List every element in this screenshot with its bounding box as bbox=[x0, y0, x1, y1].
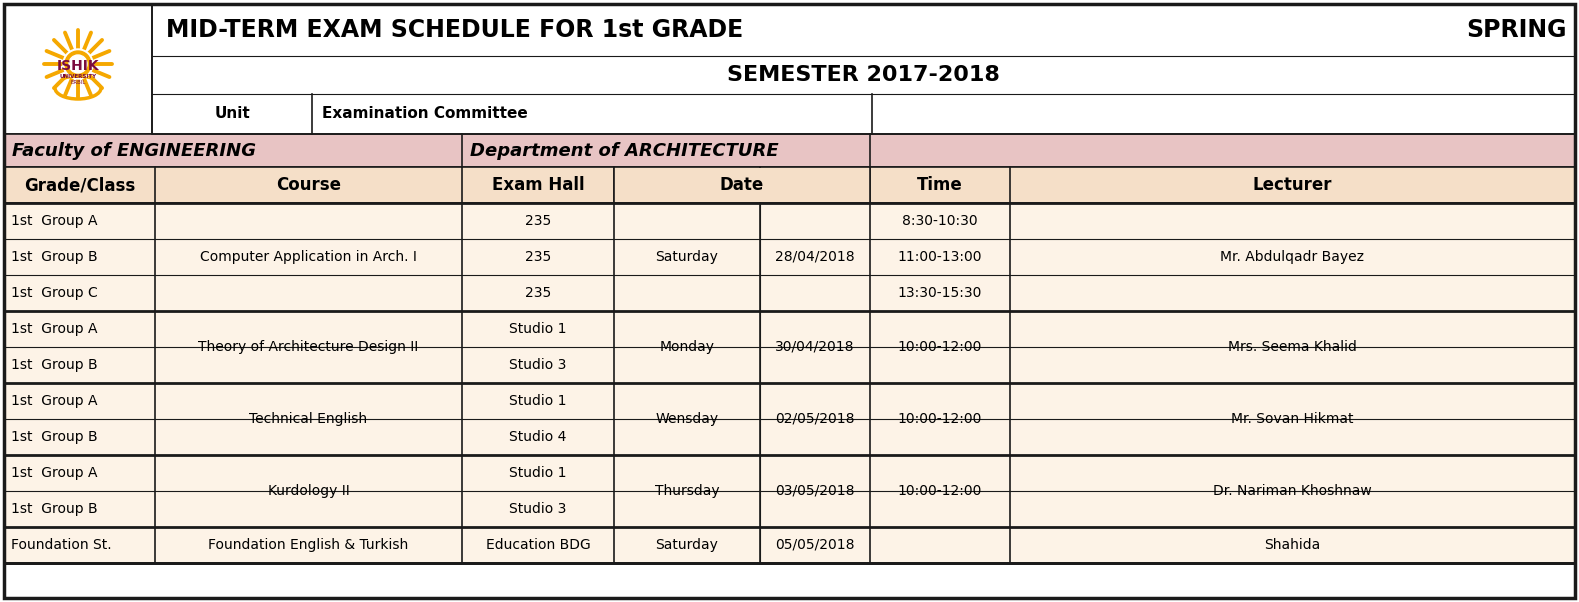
Text: 235: 235 bbox=[524, 214, 551, 228]
Text: 11:00-13:00: 11:00-13:00 bbox=[898, 250, 982, 264]
Text: ISHIK: ISHIK bbox=[57, 59, 99, 73]
Text: 10:00-12:00: 10:00-12:00 bbox=[898, 484, 982, 498]
Text: Examination Committee: Examination Committee bbox=[322, 107, 527, 122]
Text: 1st  Group B: 1st Group B bbox=[11, 250, 98, 264]
Bar bbox=[152, 4, 1574, 56]
Text: ERBIL: ERBIL bbox=[71, 81, 85, 85]
Text: 10:00-12:00: 10:00-12:00 bbox=[898, 340, 982, 354]
Text: Thursday: Thursday bbox=[655, 484, 720, 498]
Text: 1st  Group A: 1st Group A bbox=[11, 394, 98, 408]
Text: Theory of Architecture Design II: Theory of Architecture Design II bbox=[199, 340, 418, 354]
Circle shape bbox=[69, 55, 87, 73]
Text: Unit: Unit bbox=[215, 107, 249, 122]
Circle shape bbox=[65, 51, 92, 77]
Text: 1st  Group A: 1st Group A bbox=[11, 214, 98, 228]
Text: Studio 1: Studio 1 bbox=[510, 322, 567, 336]
Bar bbox=[5, 311, 1574, 347]
Text: Monday: Monday bbox=[660, 340, 715, 354]
Text: Faculty of ENGINEERING: Faculty of ENGINEERING bbox=[13, 141, 256, 160]
Bar bbox=[5, 275, 1574, 311]
Text: Studio 3: Studio 3 bbox=[510, 358, 567, 372]
Bar bbox=[5, 347, 1574, 383]
Bar bbox=[152, 94, 1574, 134]
Bar bbox=[5, 167, 1574, 203]
Text: UNIVERSITY: UNIVERSITY bbox=[60, 73, 96, 78]
Text: 02/05/2018: 02/05/2018 bbox=[775, 412, 854, 426]
Bar bbox=[5, 491, 1574, 527]
Bar bbox=[5, 203, 1574, 563]
Text: 28/04/2018: 28/04/2018 bbox=[775, 250, 854, 264]
Text: Computer Application in Arch. I: Computer Application in Arch. I bbox=[201, 250, 417, 264]
Text: Studio 3: Studio 3 bbox=[510, 502, 567, 516]
Text: Studio 4: Studio 4 bbox=[510, 430, 567, 444]
Text: Foundation St.: Foundation St. bbox=[11, 538, 112, 552]
Bar bbox=[5, 419, 1574, 455]
Text: Mr. Sovan Hikmat: Mr. Sovan Hikmat bbox=[1232, 412, 1353, 426]
Text: 05/05/2018: 05/05/2018 bbox=[775, 538, 854, 552]
Text: Time: Time bbox=[917, 176, 963, 194]
Text: Saturday: Saturday bbox=[655, 538, 718, 552]
Text: Studio 1: Studio 1 bbox=[510, 394, 567, 408]
Text: SEMESTER 2017-2018: SEMESTER 2017-2018 bbox=[726, 65, 1000, 85]
Text: 1st  Group B: 1st Group B bbox=[11, 358, 98, 372]
Text: Department of ARCHITECTURE: Department of ARCHITECTURE bbox=[471, 141, 778, 160]
Text: 1st  Group C: 1st Group C bbox=[11, 286, 98, 300]
Text: Dr. Nariman Khoshnaw: Dr. Nariman Khoshnaw bbox=[1213, 484, 1372, 498]
Text: 13:30-15:30: 13:30-15:30 bbox=[898, 286, 982, 300]
Text: Saturday: Saturday bbox=[655, 250, 718, 264]
Text: 235: 235 bbox=[524, 286, 551, 300]
Text: 30/04/2018: 30/04/2018 bbox=[775, 340, 854, 354]
Text: Shahida: Shahida bbox=[1265, 538, 1320, 552]
Text: Mrs. Seema Khalid: Mrs. Seema Khalid bbox=[1228, 340, 1356, 354]
Text: 1st  Group B: 1st Group B bbox=[11, 502, 98, 516]
Text: MID-TERM EXAM SCHEDULE FOR 1st GRADE: MID-TERM EXAM SCHEDULE FOR 1st GRADE bbox=[166, 18, 744, 42]
Bar bbox=[5, 203, 1574, 239]
Bar bbox=[5, 239, 1574, 275]
Text: Mr. Abdulqadr Bayez: Mr. Abdulqadr Bayez bbox=[1221, 250, 1364, 264]
Text: Course: Course bbox=[276, 176, 341, 194]
Text: 03/05/2018: 03/05/2018 bbox=[775, 484, 854, 498]
Text: Date: Date bbox=[720, 176, 764, 194]
Text: SPRING: SPRING bbox=[1467, 18, 1566, 42]
Circle shape bbox=[63, 49, 93, 79]
Text: 235: 235 bbox=[524, 250, 551, 264]
Text: 1st  Group A: 1st Group A bbox=[11, 322, 98, 336]
Text: Technical English: Technical English bbox=[249, 412, 368, 426]
Bar bbox=[5, 383, 1574, 419]
Text: Foundation English & Turkish: Foundation English & Turkish bbox=[208, 538, 409, 552]
Text: Studio 1: Studio 1 bbox=[510, 466, 567, 480]
Text: 10:00-12:00: 10:00-12:00 bbox=[898, 412, 982, 426]
Text: Exam Hall: Exam Hall bbox=[491, 176, 584, 194]
Bar bbox=[152, 56, 1574, 94]
Text: 8:30-10:30: 8:30-10:30 bbox=[902, 214, 977, 228]
Text: Kurdology II: Kurdology II bbox=[267, 484, 349, 498]
Bar bbox=[5, 455, 1574, 491]
Bar bbox=[5, 134, 1574, 167]
Text: Lecturer: Lecturer bbox=[1252, 176, 1333, 194]
Text: Wensday: Wensday bbox=[655, 412, 718, 426]
Text: 1st  Group B: 1st Group B bbox=[11, 430, 98, 444]
Text: Grade/Class: Grade/Class bbox=[24, 176, 136, 194]
Text: 1st  Group A: 1st Group A bbox=[11, 466, 98, 480]
Bar bbox=[614, 168, 870, 202]
Bar bbox=[5, 527, 1574, 563]
Bar bbox=[5, 4, 152, 134]
Bar bbox=[152, 4, 1574, 134]
Text: Education BDG: Education BDG bbox=[486, 538, 591, 552]
